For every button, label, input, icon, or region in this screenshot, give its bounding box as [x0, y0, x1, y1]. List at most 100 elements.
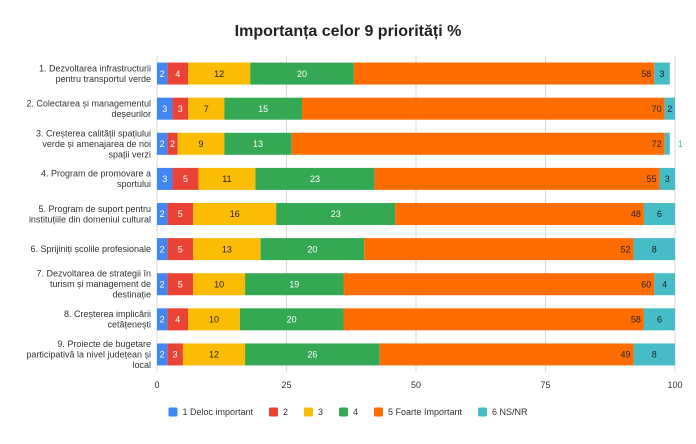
bar-segment — [188, 308, 240, 331]
category-label-line: sportului — [117, 179, 151, 189]
category-label: 9. Proiecte de bugetare participativă la … — [26, 339, 151, 370]
data-label: 26 — [307, 350, 317, 360]
data-label: 11 — [222, 174, 231, 184]
bar-segment — [343, 273, 655, 296]
category-label: 6. Sprijiniți școlile profesionale — [30, 244, 151, 254]
data-label: 20 — [297, 69, 307, 79]
category-label: 3. Creșterea calității spațiului verde și… — [36, 128, 151, 159]
category-label-line: cetățenești — [107, 320, 151, 330]
data-label: 19 — [289, 279, 299, 289]
bar-segment — [167, 203, 194, 225]
legend-label: 3 — [318, 407, 323, 417]
data-label: 4 — [175, 69, 180, 79]
data-label: 23 — [310, 174, 320, 184]
bar-segment — [643, 203, 675, 225]
data-label: 4 — [662, 279, 667, 289]
category-label: 4. Program de promovare a sportului — [41, 169, 151, 190]
legend-item: 4 — [338, 407, 358, 417]
bar-segment — [188, 97, 225, 120]
category-label-line: destinație — [112, 290, 151, 300]
category-label-line: pentru transportul verde — [55, 74, 151, 84]
bar-segment — [239, 308, 344, 331]
data-label: 3 — [660, 69, 665, 79]
bar-segment — [198, 167, 256, 190]
bar-segment — [664, 97, 675, 120]
legend-item: 2 — [268, 407, 288, 417]
data-label: 70 — [652, 104, 662, 114]
legend-swatch — [478, 407, 488, 417]
bar-segment — [224, 132, 292, 155]
bar-segment — [188, 62, 251, 85]
data-label: 5 — [178, 279, 183, 289]
x-tick-label: 75 — [540, 380, 550, 390]
bar-segment — [157, 343, 168, 366]
category-label-line: 8. Creșterea implicării — [64, 309, 151, 319]
bar-segment — [172, 167, 199, 190]
data-label: 20 — [287, 315, 297, 325]
bar-segment — [353, 62, 655, 85]
bar-segment — [245, 343, 380, 366]
data-label: 15 — [258, 104, 268, 114]
data-label: 2 — [667, 104, 672, 114]
x-tick-labels: 0 25 50 75 100 — [154, 380, 682, 390]
legend-swatch — [303, 407, 313, 417]
data-label: 55 — [646, 174, 656, 184]
bar-segment — [193, 273, 246, 296]
bar-segment — [157, 238, 168, 261]
data-label: 10 — [209, 315, 219, 325]
data-label: 2 — [160, 69, 165, 79]
data-label: 6 — [657, 209, 662, 219]
bar-segment — [633, 343, 675, 366]
category-label: 7. Dezvoltarea de strategii în turism și … — [36, 269, 151, 300]
bar-segment — [364, 238, 634, 261]
bar-segment — [182, 343, 246, 366]
category-label-line: 6. Sprijiniți școlile profesionale — [30, 244, 151, 254]
data-label: 2 — [160, 209, 165, 219]
data-label: 3 — [178, 104, 183, 114]
bar-segment — [395, 203, 644, 225]
data-label: 58 — [641, 69, 651, 79]
category-label-line: 7. Dezvoltarea de strategii în — [36, 269, 151, 279]
bar-segment — [193, 203, 277, 225]
category-labels: 1. Dezvoltarea infrastructurii pentru tra… — [26, 63, 151, 370]
bar-segment — [167, 238, 194, 261]
category-label-line: instituțiile din domeniul cultural — [29, 214, 151, 224]
data-label: 3 — [162, 174, 167, 184]
bar-segment — [193, 238, 261, 261]
bar-segment — [659, 167, 675, 190]
category-label-line: 1. Dezvoltarea infrastructurii — [39, 63, 151, 73]
bar-segment — [291, 132, 665, 155]
legend-swatch — [168, 407, 178, 417]
legend-item: 6 NS/NR — [478, 407, 528, 417]
data-label: 7 — [204, 104, 209, 114]
bar-segment — [374, 167, 660, 190]
data-label: 5 — [183, 174, 188, 184]
category-label-line: 3. Creșterea calității spațiului — [36, 128, 151, 138]
bar-segment — [167, 343, 183, 366]
category-label-line: local — [132, 360, 151, 370]
category-label-line: 4. Program de promovare a — [41, 169, 151, 179]
bar-segment — [157, 167, 173, 190]
data-label: 5 — [178, 209, 183, 219]
data-label: 6 — [657, 315, 662, 325]
legend-label: 1 Deloc important — [182, 407, 253, 417]
legend-label: 2 — [283, 407, 288, 417]
data-label: 58 — [631, 315, 641, 325]
bar-segment — [643, 308, 675, 331]
bar-segment — [302, 97, 665, 120]
category-label-line: 2. Colectarea și managementul — [26, 98, 151, 108]
data-label: 3 — [665, 174, 670, 184]
legend-item: 5 Foarte Important — [374, 407, 463, 417]
x-tick-label: 50 — [411, 380, 421, 390]
data-label: 1 — [678, 139, 683, 149]
category-label: 2. Colectarea și managementul deșeurilor — [26, 98, 151, 119]
data-label: 20 — [307, 244, 317, 254]
category-label-line: 9. Proiecte de bugetare — [57, 339, 151, 349]
bar-segment — [167, 62, 189, 85]
bar-segment — [664, 132, 670, 155]
category-label: 1. Dezvoltarea infrastructurii pentru tra… — [39, 63, 151, 84]
data-label: 12 — [209, 350, 219, 360]
category-label-line: 5. Program de suport pentru — [38, 204, 151, 214]
category-label-line: participativă la nivel județean și — [26, 349, 151, 359]
bar-segment — [654, 273, 675, 296]
